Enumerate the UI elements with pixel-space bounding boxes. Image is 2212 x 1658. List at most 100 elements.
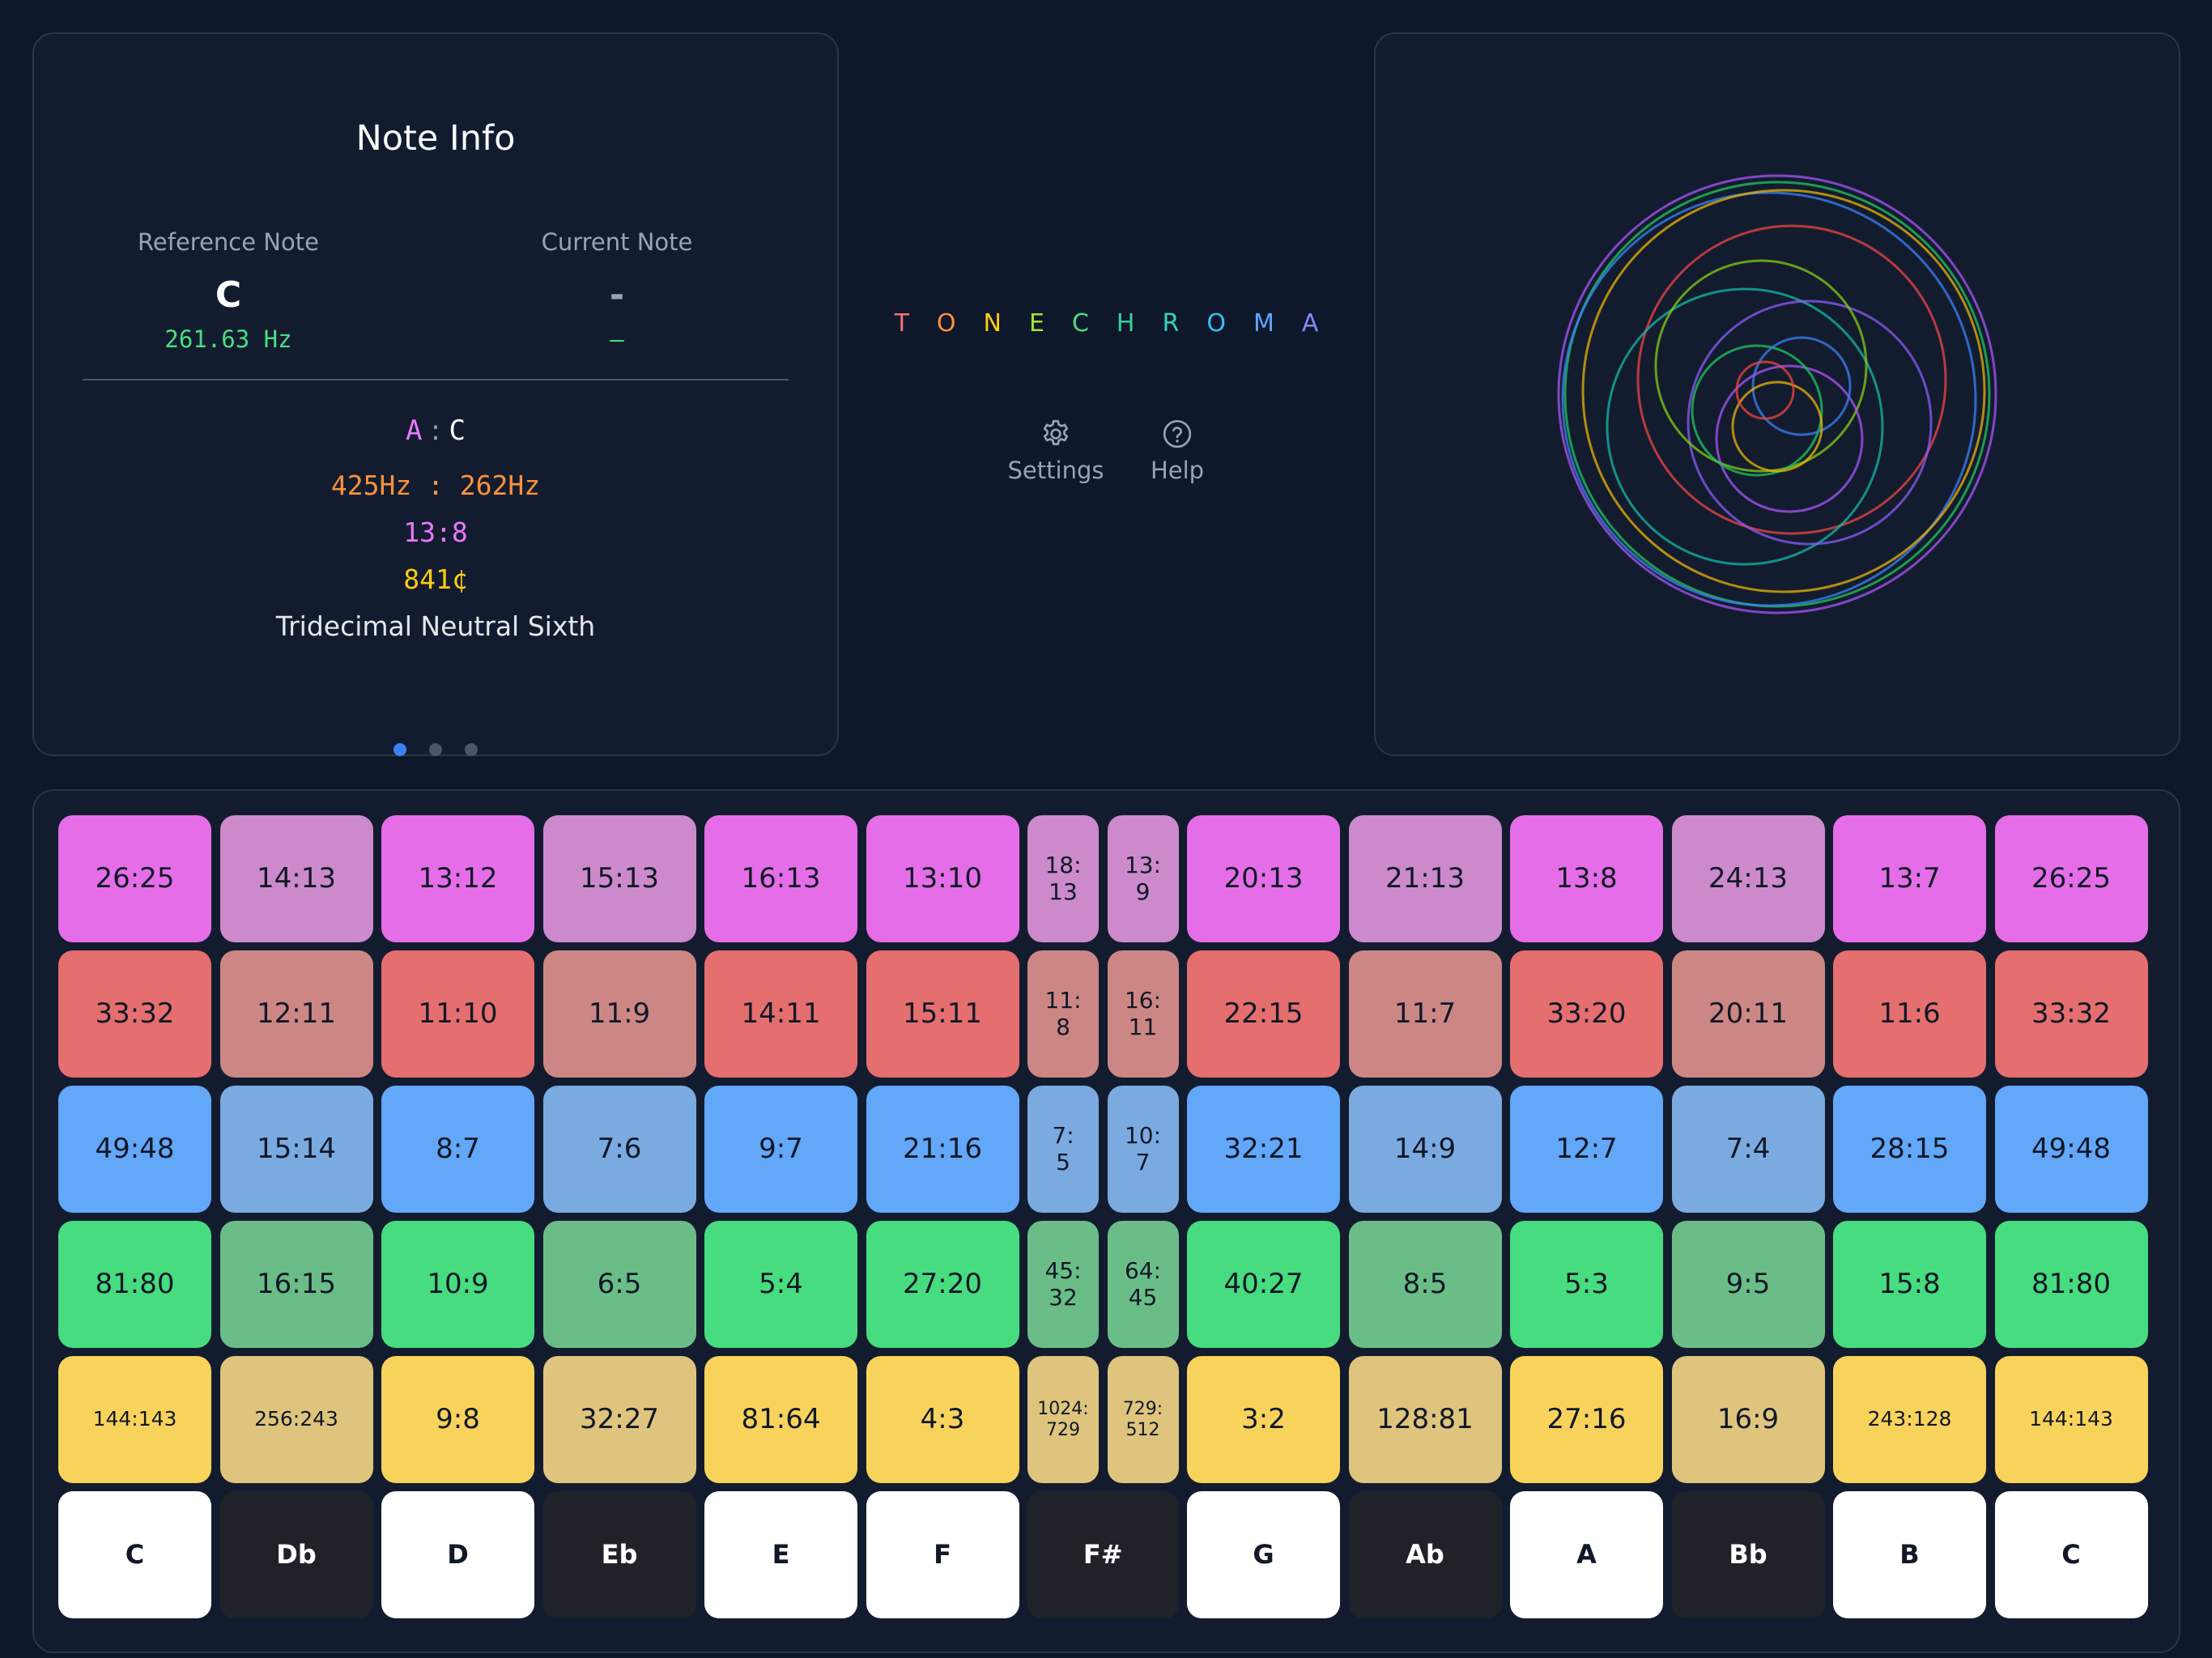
harmonic-circle [1563, 181, 1991, 608]
ratio-cell[interactable]: 144:143 [1994, 1356, 2148, 1483]
ratio-cell[interactable]: 144:143 [58, 1356, 211, 1483]
ratio-cell[interactable]: 33:32 [1994, 950, 2148, 1078]
ratio-cell[interactable]: 81:80 [58, 1221, 211, 1348]
ratio-cell[interactable]: 7: 5 [1027, 1086, 1099, 1213]
ratio-cell[interactable]: 10:9 [381, 1221, 534, 1348]
ratio-cell[interactable]: 9:5 [1671, 1221, 1825, 1348]
ratio-cell[interactable]: 5:3 [1510, 1221, 1663, 1348]
ratio-cell[interactable]: 7:6 [542, 1086, 696, 1213]
ratio-cell[interactable]: 243:128 [1833, 1356, 1986, 1483]
piano-key-c[interactable]: C [58, 1491, 211, 1618]
note-info-title: Note Info [355, 118, 516, 159]
ratio-cell[interactable]: 1024: 729 [1027, 1356, 1099, 1483]
ratio-cell[interactable]: 13:7 [1833, 815, 1986, 942]
question-circle-icon [1163, 419, 1192, 449]
reference-note-value[interactable]: C [215, 274, 242, 316]
piano-key-a[interactable]: A [1510, 1491, 1663, 1618]
piano-key-d[interactable]: D [381, 1491, 534, 1618]
ratio-cell[interactable]: 33:32 [58, 950, 211, 1078]
ratio-cell[interactable]: 28:15 [1833, 1086, 1986, 1213]
ratio-cell[interactable]: 27:16 [1510, 1356, 1663, 1483]
logo-letter: C [1071, 309, 1117, 338]
ratio-cell[interactable]: 14:11 [704, 950, 857, 1078]
ratio-cell[interactable]: 5:4 [704, 1221, 857, 1348]
ratio-cell[interactable]: 40:27 [1187, 1221, 1340, 1348]
ratio-cell[interactable]: 16:13 [704, 815, 857, 942]
ratio-cell[interactable]: 128:81 [1348, 1356, 1502, 1483]
piano-key-ab[interactable]: Ab [1348, 1491, 1502, 1618]
settings-button[interactable]: Settings [999, 418, 1112, 484]
ratio-cell[interactable]: 11:9 [542, 950, 696, 1078]
ratio-cell[interactable]: 24:13 [1671, 815, 1825, 942]
ratio-cell[interactable]: 21:16 [866, 1086, 1019, 1213]
ratio-cell[interactable]: 49:48 [58, 1086, 211, 1213]
ratio-cell[interactable]: 13: 9 [1107, 815, 1179, 942]
ratio-cell[interactable]: 12:7 [1510, 1086, 1663, 1213]
ratio-cell[interactable]: 32:21 [1187, 1086, 1340, 1213]
ratio-cell[interactable]: 49:48 [1994, 1086, 2148, 1213]
ratio-cell[interactable]: 12:11 [219, 950, 373, 1078]
piano-key-g[interactable]: G [1187, 1491, 1340, 1618]
logo-letter: A [1301, 309, 1346, 338]
ratio-cell[interactable]: 16:15 [219, 1221, 373, 1348]
ratio-cell[interactable]: 26:25 [58, 815, 211, 942]
ratio-cell[interactable]: 20:13 [1187, 815, 1340, 942]
ratio-cell[interactable]: 15:8 [1833, 1221, 1986, 1348]
ratio-cell[interactable]: 20:11 [1671, 950, 1825, 1078]
ratio-cell[interactable]: 14:9 [1348, 1086, 1502, 1213]
ratio-cell[interactable]: 26:25 [1994, 815, 2148, 942]
ratio-cell[interactable]: 18: 13 [1027, 815, 1099, 942]
ratio-cell[interactable]: 9:8 [381, 1356, 534, 1483]
ratio-cell[interactable]: 15:14 [219, 1086, 373, 1213]
ratio-cell[interactable]: 16: 11 [1107, 950, 1179, 1078]
ratio-cell[interactable]: 81:80 [1994, 1221, 2148, 1348]
piano-key-b[interactable]: B [1833, 1491, 1986, 1618]
ratio-cell[interactable]: 21:13 [1348, 815, 1502, 942]
ratio-cell[interactable]: 13:12 [381, 815, 534, 942]
interval-ratio: 13:8 [403, 517, 468, 548]
piano-key-c[interactable]: C [1994, 1491, 2148, 1618]
piano-key-db[interactable]: Db [219, 1491, 373, 1618]
piano-key-e[interactable]: E [704, 1491, 857, 1618]
ratio-cell[interactable]: 6:5 [542, 1221, 696, 1348]
ratio-cell[interactable]: 32:27 [542, 1356, 696, 1483]
interval-cents: 841¢ [403, 563, 468, 595]
ratio-cell[interactable]: 81:64 [704, 1356, 857, 1483]
ratio-cell[interactable]: 10: 7 [1107, 1086, 1179, 1213]
piano-key-eb[interactable]: Eb [542, 1491, 696, 1618]
ratio-cell[interactable]: 16:9 [1671, 1356, 1825, 1483]
ratio-cell[interactable]: 14:13 [219, 815, 373, 942]
piano-key-f[interactable]: F [866, 1491, 1019, 1618]
ratio-cell[interactable]: 27:20 [866, 1221, 1019, 1348]
ratio-cell[interactable]: 256:243 [219, 1356, 373, 1483]
ratio-cell[interactable]: 8:7 [381, 1086, 534, 1213]
harmonic-circle [1735, 360, 1795, 420]
ratio-cell[interactable]: 11:6 [1833, 950, 1986, 1078]
page-dot-1[interactable] [393, 743, 406, 756]
ratio-cell[interactable]: 33:20 [1510, 950, 1663, 1078]
piano-key-f-sharp[interactable]: F# [1027, 1491, 1179, 1618]
piano-key-bb[interactable]: Bb [1671, 1491, 1825, 1618]
ratio-cell[interactable]: 15:13 [542, 815, 696, 942]
ratio-cell[interactable]: 13:8 [1510, 815, 1663, 942]
ratio-cell[interactable]: 45: 32 [1027, 1221, 1099, 1348]
logo-letter: E [1029, 309, 1072, 338]
ratio-cell[interactable]: 7:4 [1671, 1086, 1825, 1213]
ratio-cell[interactable]: 9:7 [704, 1086, 857, 1213]
ratio-cell[interactable]: 3:2 [1187, 1356, 1340, 1483]
harmonic-circle [1557, 174, 1997, 614]
ratio-cell[interactable]: 11:10 [381, 950, 534, 1078]
help-button[interactable]: Help [1121, 418, 1234, 484]
ratio-cell[interactable]: 11:7 [1348, 950, 1502, 1078]
ratio-cell[interactable]: 15:11 [866, 950, 1019, 1078]
ratio-cell[interactable]: 13:10 [866, 815, 1019, 942]
ratio-cell[interactable]: 8:5 [1348, 1221, 1502, 1348]
page-dot-3[interactable] [465, 743, 478, 756]
ratio-cell[interactable]: 64: 45 [1107, 1221, 1179, 1348]
page-dot-2[interactable] [429, 743, 442, 756]
ratio-cell[interactable]: 4:3 [866, 1356, 1019, 1483]
ratio-cell[interactable]: 22:15 [1187, 950, 1340, 1078]
gear-icon [1043, 419, 1069, 445]
ratio-cell[interactable]: 11: 8 [1027, 950, 1099, 1078]
ratio-cell[interactable]: 729: 512 [1107, 1356, 1179, 1483]
